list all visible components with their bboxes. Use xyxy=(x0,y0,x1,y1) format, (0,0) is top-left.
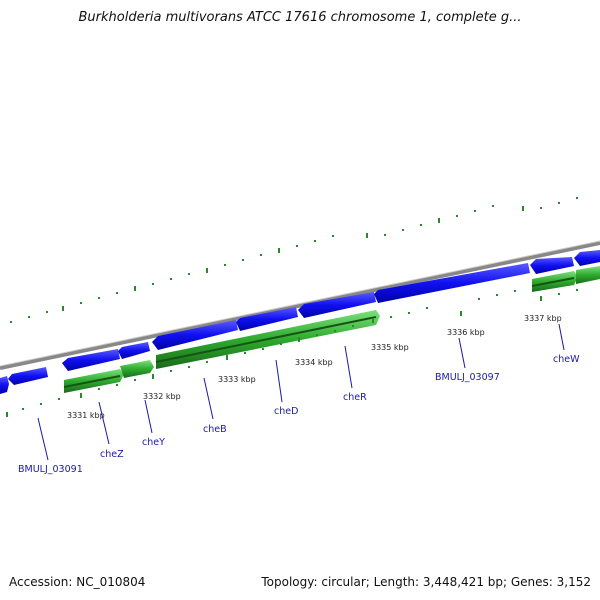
gene-arrow[interactable] xyxy=(530,257,574,274)
gene-label-chew[interactable]: cheW xyxy=(553,354,580,365)
gene-arrow[interactable] xyxy=(62,349,120,371)
tick-label: 3333 kbp xyxy=(218,375,256,384)
gene-label-ched[interactable]: cheD xyxy=(274,406,298,417)
gene-arrow[interactable] xyxy=(118,342,150,359)
reverse-strand-genes[interactable] xyxy=(63,266,600,393)
gene-arrow[interactable] xyxy=(574,250,600,266)
gene-arrow[interactable] xyxy=(236,307,298,331)
tick-label: 3335 kbp xyxy=(371,343,409,352)
gene-arrow[interactable] xyxy=(152,320,238,350)
genome-stats-text: Topology: circular; Length: 3,448,421 bp… xyxy=(261,575,591,589)
tick-label: 3337 kbp xyxy=(524,314,562,323)
tick-label: 3334 kbp xyxy=(295,358,333,367)
chromosome-backbone xyxy=(0,241,600,370)
gene-labels: BMULJ_03091 cheZ cheY cheB cheD cheR BMU… xyxy=(18,354,580,475)
gene-arrow[interactable] xyxy=(374,263,530,303)
gene-label-chey[interactable]: cheY xyxy=(142,437,165,448)
gene-arrow[interactable] xyxy=(120,360,154,378)
gene-arrow[interactable] xyxy=(298,292,376,318)
gene-arrow[interactable] xyxy=(0,376,9,394)
gene-label-chez[interactable]: cheZ xyxy=(100,449,124,460)
gene-label-bmulj-03091[interactable]: BMULJ_03091 xyxy=(18,464,83,475)
outer-tick-ring xyxy=(10,197,578,323)
map-title: Burkholderia multivorans ATCC 17616 chro… xyxy=(78,10,522,25)
gene-leader-lines xyxy=(37,323,565,461)
gene-label-cheb[interactable]: cheB xyxy=(203,424,227,435)
tick-label: 3336 kbp xyxy=(447,328,485,337)
inner-tick-ring xyxy=(6,289,578,417)
tick-label: 3332 kbp xyxy=(143,392,181,401)
tick-label: 3331 kbp xyxy=(67,411,105,420)
gene-arrow[interactable] xyxy=(8,367,48,385)
gene-label-bmulj-03097[interactable]: BMULJ_03097 xyxy=(435,372,500,383)
gene-label-cher[interactable]: cheR xyxy=(343,392,367,403)
kbp-tick-labels: 3331 kbp 3332 kbp 3333 kbp 3334 kbp 3335… xyxy=(67,314,562,420)
gene-arrow[interactable] xyxy=(576,266,600,284)
accession-text: Accession: NC_010804 xyxy=(9,575,146,589)
forward-strand-genes[interactable] xyxy=(0,250,600,394)
